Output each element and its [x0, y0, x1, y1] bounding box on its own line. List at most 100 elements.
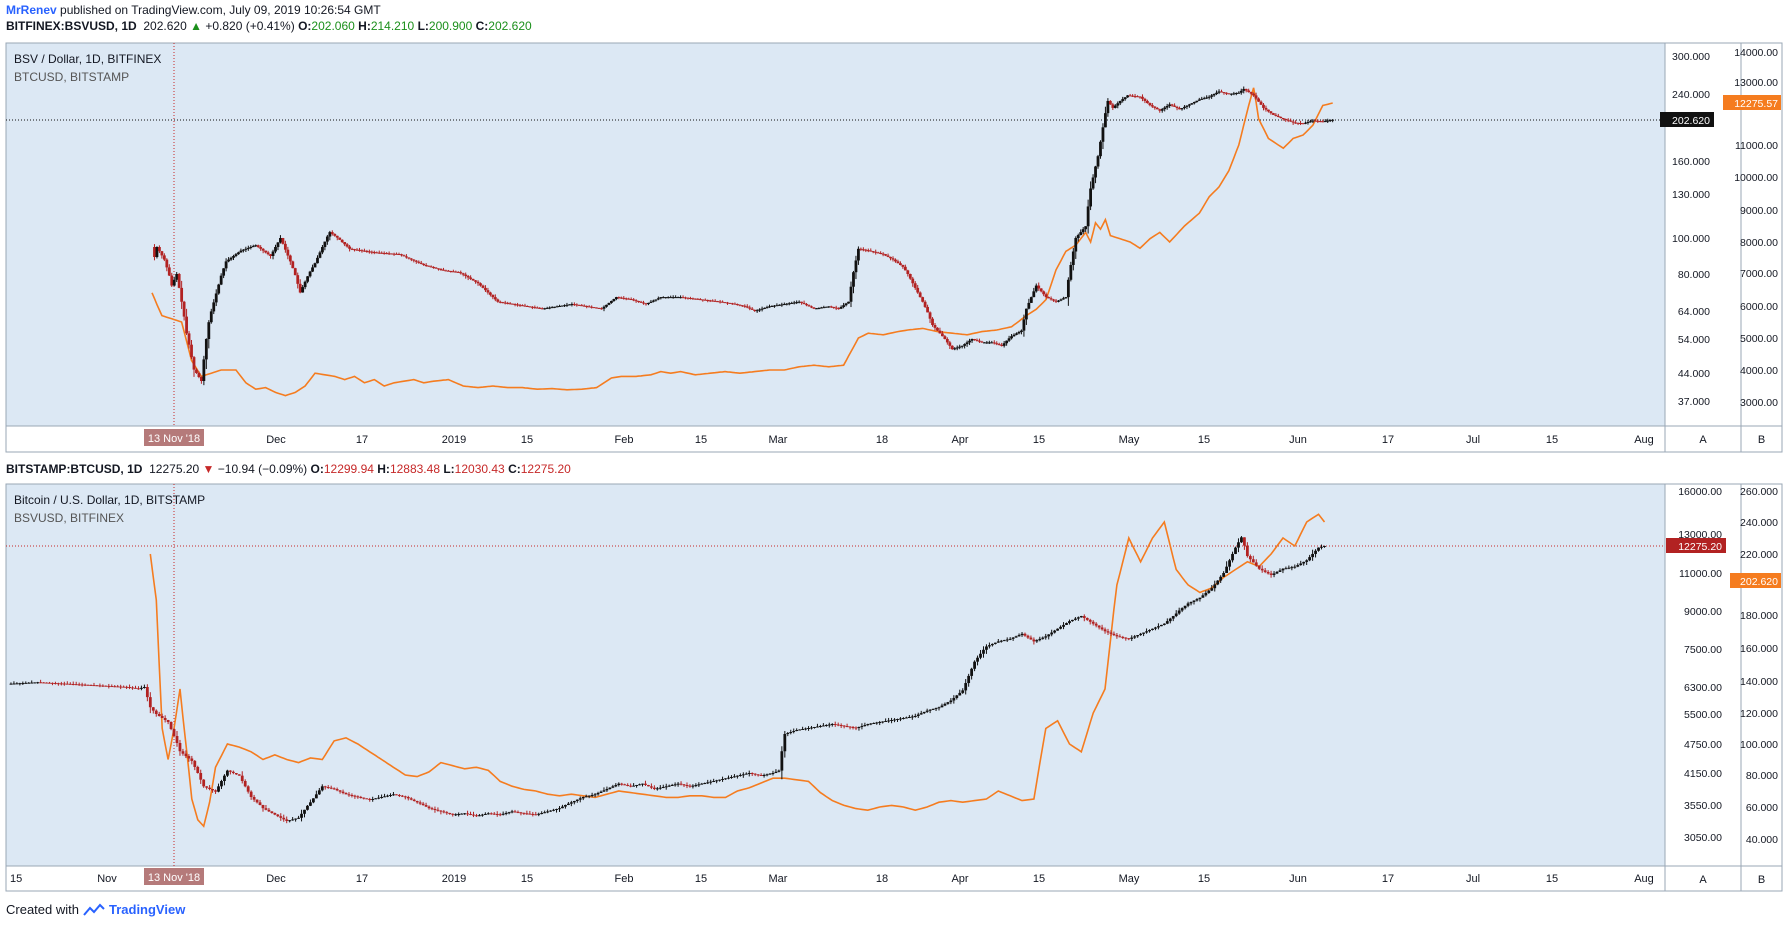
- candle-body: [1076, 617, 1080, 619]
- pane1-chart[interactable]: A B 14000.00 13000.00 12275.57 11000.00 10000.…: [5, 42, 1783, 453]
- pane2-legend-main[interactable]: Bitcoin / U.S. Dollar, 1D, BITSTAMP: [14, 493, 206, 507]
- candle-body: [232, 256, 235, 258]
- candle-body: [1020, 330, 1023, 332]
- candle-body: [738, 304, 742, 306]
- candle-body: [24, 682, 28, 684]
- candle-body: [1157, 626, 1160, 628]
- candle-body: [610, 300, 613, 303]
- candle-body: [941, 333, 944, 337]
- candle-body: [910, 716, 914, 718]
- candle-body: [572, 801, 576, 803]
- candle-body: [484, 287, 487, 291]
- candle-body: [62, 683, 66, 685]
- candle-body: [706, 782, 710, 784]
- scale-a-label[interactable]: A: [1699, 434, 1707, 446]
- pane1-legend-compare[interactable]: BTCUSD, BITSTAMP: [14, 70, 130, 84]
- candle-body: [642, 302, 645, 304]
- pane2-current-price-box: [1666, 538, 1726, 553]
- pane2-o-label: O:: [310, 462, 324, 476]
- pane1-axis-a-label: 14000.00: [1734, 47, 1778, 59]
- candle-body: [1229, 93, 1233, 95]
- time-axis-label: 15: [1546, 873, 1558, 885]
- candle-body: [1251, 559, 1255, 563]
- candle-body: [715, 780, 719, 782]
- candle-body: [231, 771, 235, 773]
- candle-body: [434, 267, 438, 269]
- candle-body: [1023, 633, 1027, 636]
- candle-body: [1041, 637, 1045, 639]
- pane2-legend-compare[interactable]: BSVUSD, BITFINEX: [14, 511, 125, 525]
- candle-body: [1034, 285, 1038, 292]
- time-axis-label: Dec: [266, 873, 286, 885]
- candle-body: [193, 760, 197, 767]
- candle-body: [1158, 109, 1162, 111]
- scale-b-label[interactable]: B: [1758, 434, 1765, 446]
- candle-body: [911, 278, 915, 284]
- candle-body: [157, 714, 161, 716]
- pane2-axis-b-label: 140.000: [1740, 676, 1778, 688]
- candle-body: [928, 312, 932, 319]
- candle-body: [881, 721, 885, 723]
- time-axis-label: 15: [521, 434, 533, 446]
- candle-body: [466, 276, 470, 278]
- candle-body: [805, 304, 808, 306]
- pane2-chart[interactable]: A B16000.0013000.0012275.2011000.009000.0…: [5, 483, 1783, 892]
- footer-brand[interactable]: TradingView: [108, 902, 186, 917]
- candle-body: [948, 342, 952, 346]
- candle-body: [98, 685, 102, 687]
- candle-body: [269, 254, 272, 256]
- candle-body: [491, 294, 495, 298]
- candle-body: [792, 731, 796, 732]
- candle-body: [1178, 108, 1181, 110]
- candle-body: [481, 814, 484, 816]
- candle-body: [869, 723, 873, 725]
- candle-body: [365, 798, 369, 800]
- candle-body: [1313, 120, 1317, 122]
- candle-body: [564, 805, 567, 807]
- pane1-c-label: C:: [475, 19, 489, 33]
- candle-body: [543, 812, 547, 814]
- pane1-symbol[interactable]: BITFINEX:BSVUSD, 1D: [6, 19, 137, 33]
- scale-a-label[interactable]: A: [1699, 874, 1707, 886]
- candle-body: [407, 257, 411, 259]
- candle-body: [125, 686, 128, 688]
- candle-body: [1145, 631, 1148, 633]
- pane2-symbol[interactable]: BITSTAMP:BTCUSD, 1D: [6, 462, 143, 476]
- author-link[interactable]: MrRenev: [6, 3, 57, 17]
- candle-body: [1148, 630, 1151, 632]
- candle-body: [1318, 121, 1322, 123]
- candle-body: [664, 297, 668, 299]
- candle-body: [990, 342, 994, 344]
- candle-body: [1183, 605, 1187, 609]
- candle-body: [27, 682, 31, 684]
- candle-body: [239, 250, 243, 253]
- pane1-legend-main[interactable]: BSV / Dollar, 1D, BITFINEX: [14, 52, 162, 66]
- candle-body: [552, 809, 555, 811]
- candle-body: [669, 297, 673, 299]
- pane2-axis-a-label: 12275.20: [1678, 541, 1722, 553]
- candle-body: [800, 301, 804, 303]
- candle-body: [899, 263, 902, 265]
- candle-body: [110, 686, 114, 688]
- scale-b-label[interactable]: B: [1758, 874, 1765, 886]
- candle-body: [721, 779, 724, 780]
- candle-body: [1254, 95, 1258, 99]
- candle-body: [172, 279, 176, 286]
- time-axis-label: 17: [356, 873, 368, 885]
- candle-body: [137, 688, 140, 690]
- btc-compare-line: [151, 87, 1333, 397]
- candle-body: [783, 734, 787, 752]
- candle-body: [963, 344, 967, 346]
- candle-body: [738, 775, 742, 776]
- candle-body: [587, 306, 591, 308]
- candle-body: [252, 797, 256, 800]
- candle-body: [1015, 333, 1018, 335]
- candle-body: [326, 787, 330, 788]
- candle-body: [39, 682, 43, 684]
- chart-canvas[interactable]: A B 14000.00 13000.00 12275.57 11000.00 10000.…: [0, 0, 1788, 900]
- candle-body: [1052, 299, 1055, 301]
- time-axis-label: 15: [1198, 873, 1210, 885]
- candle-body: [1225, 566, 1229, 573]
- time-axis-label: 17: [1382, 434, 1394, 446]
- candle-body: [1185, 105, 1189, 107]
